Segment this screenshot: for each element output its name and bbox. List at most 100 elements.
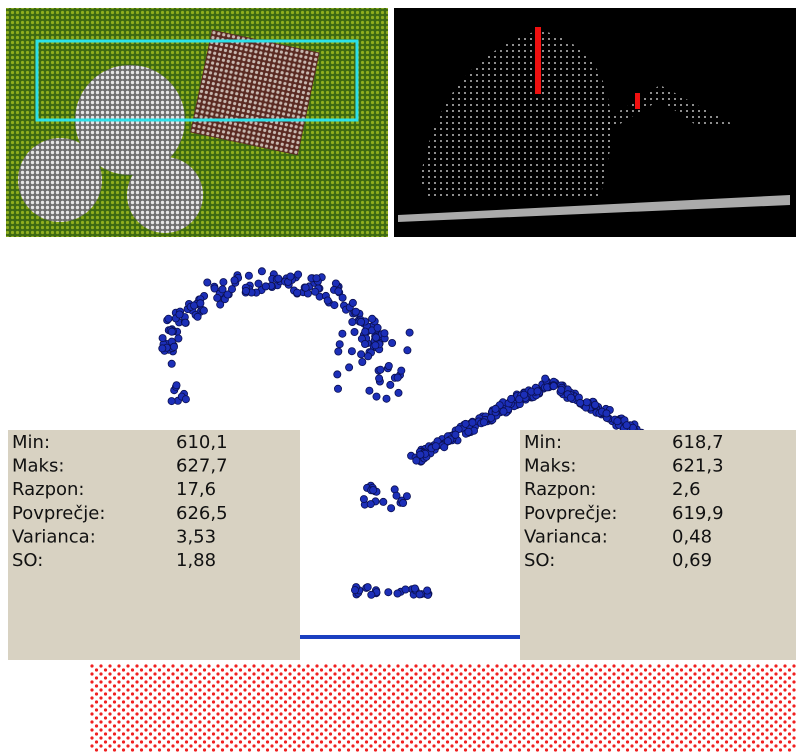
profile-view [394,8,796,237]
point [462,420,469,427]
point [388,505,395,512]
point [402,586,409,593]
page: Min:610,1Maks:627,7Razpon:17,6Povprečje:… [0,0,796,752]
point [313,275,320,282]
point [368,591,375,598]
point [603,410,610,417]
point [346,364,353,371]
point [245,272,252,279]
point [168,328,175,335]
point [339,294,346,301]
point [349,299,356,306]
point [373,393,380,400]
stat-value: 610,1 [176,432,228,453]
point [400,499,407,506]
point [335,348,342,355]
point [369,315,376,322]
stat-value: 2,6 [672,479,701,500]
point [404,347,411,354]
point [351,328,358,335]
point [204,279,211,286]
point [592,401,599,408]
point [583,399,590,406]
point [255,280,262,287]
point [228,286,235,293]
point [217,301,224,308]
stat-value: 618,7 [672,432,724,453]
stat-value: 621,3 [672,456,724,477]
point [508,395,515,402]
stat-value: 619,9 [672,503,724,524]
point [336,341,343,348]
point [614,418,621,425]
point [364,584,371,591]
stat-label: Min: [12,432,50,453]
point [302,284,309,291]
point [550,383,557,390]
point [411,585,418,592]
stat-value: 0,48 [672,526,712,547]
point [211,285,218,292]
point [168,398,175,405]
point [360,496,367,503]
point [377,366,384,373]
point [334,371,341,378]
point [623,422,630,429]
stat-value: 17,6 [176,479,216,500]
point [370,487,377,494]
point [381,330,388,337]
stat-label: Razpon: [524,479,597,500]
point [287,273,294,280]
point [214,294,221,301]
point [389,339,396,346]
point [312,288,319,295]
point [366,387,373,394]
point [275,275,282,282]
point [324,297,331,304]
point [424,587,431,594]
stat-value: 626,5 [176,503,228,524]
point [182,319,189,326]
point [294,289,301,296]
red-points [90,664,796,752]
point [577,399,584,406]
point [387,381,394,388]
point [500,408,507,415]
point [159,345,166,352]
stat-label: Razpon: [12,479,85,500]
figure: Min:610,1Maks:627,7Razpon:17,6Povprečje:… [0,0,796,752]
point [542,375,549,382]
stat-value: 627,7 [176,456,228,477]
point [432,443,439,450]
point [358,351,365,358]
point [331,302,338,309]
point [335,288,342,295]
point [197,300,204,307]
point [558,386,565,393]
stat-value: 0,69 [672,550,712,571]
point [200,307,207,314]
point [220,279,227,286]
stat-label: SO: [12,550,43,571]
point [385,362,392,369]
stat-label: SO: [524,550,555,571]
point [534,388,541,395]
point [175,335,182,342]
point [444,438,451,445]
point [168,360,175,367]
point [365,353,372,360]
point [334,385,341,392]
point [416,591,423,598]
point [385,589,392,596]
stat-label: Varianca: [524,526,608,547]
point [567,394,574,401]
point [159,335,166,342]
point [242,287,249,294]
point [372,334,379,341]
point [339,330,346,337]
left-stats: Min:610,1Maks:627,7Razpon:17,6Povprečje:… [8,430,300,660]
point [372,342,379,349]
point [351,587,358,594]
point [480,419,487,426]
point [417,451,424,458]
